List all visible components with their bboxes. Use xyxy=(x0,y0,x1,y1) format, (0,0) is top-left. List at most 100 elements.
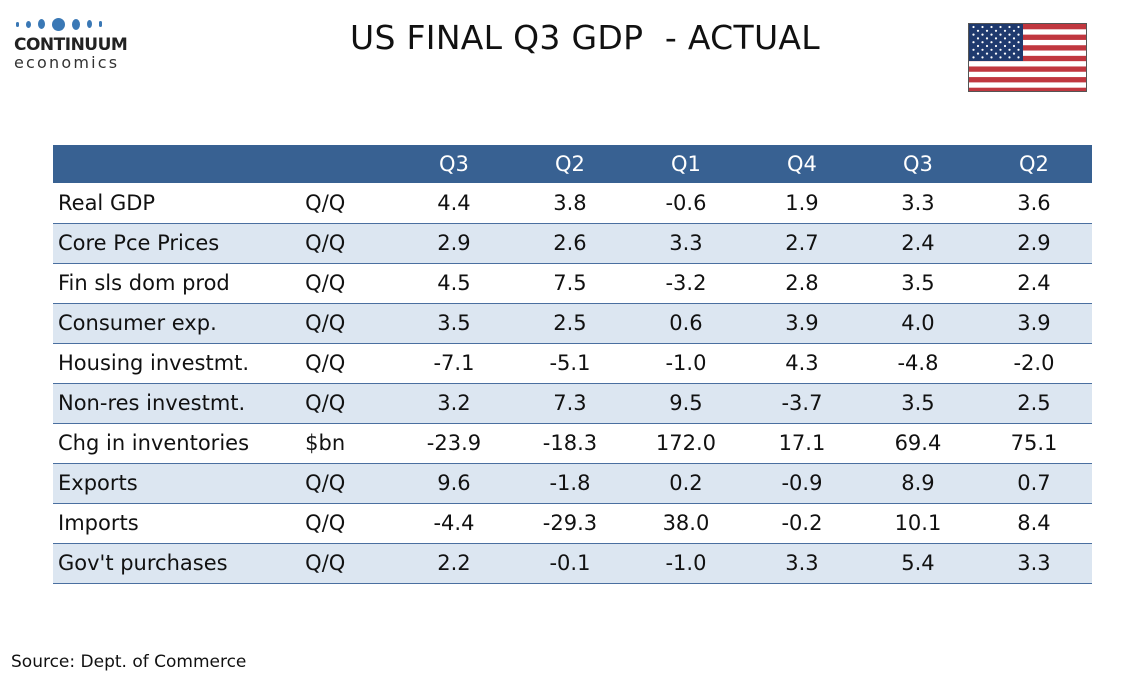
row-label: Housing investmt. xyxy=(58,351,250,375)
company-logo: CONTINUUM economics xyxy=(14,14,134,72)
cell-value: -23.9 xyxy=(426,431,482,455)
cell-value: 3.3 xyxy=(669,231,703,255)
column-header-q2-prev: Q2 xyxy=(1019,152,1049,176)
cell-value: 9.6 xyxy=(437,471,471,495)
cell-value: 2.6 xyxy=(553,231,587,255)
cell-value: -0.2 xyxy=(781,511,823,535)
cell-value: 2.4 xyxy=(901,231,935,255)
cell-value: -1.0 xyxy=(665,551,707,575)
cell-value: 3.9 xyxy=(785,311,819,335)
column-header-q4: Q4 xyxy=(787,152,817,176)
cell-value: 2.7 xyxy=(785,231,819,255)
page-title: US FINAL Q3 GDP - ACTUAL xyxy=(350,18,820,57)
cell-value: 3.9 xyxy=(1017,311,1051,335)
table-row: Imports Q/Q -4.4 -29.3 38.0 -0.2 10.1 8.4 xyxy=(53,503,1092,543)
column-header-q3: Q3 xyxy=(439,152,469,176)
cell-value: 3.6 xyxy=(1017,190,1051,215)
row-unit: Q/Q xyxy=(305,551,346,575)
cell-value: 69.4 xyxy=(894,431,942,455)
cell-value: 75.1 xyxy=(1010,431,1058,455)
cell-value: 17.1 xyxy=(778,431,826,455)
row-label: Consumer exp. xyxy=(58,311,217,335)
column-header-q3-prev: Q3 xyxy=(903,152,933,176)
cell-value: 5.4 xyxy=(901,551,935,575)
cell-value: 3.5 xyxy=(901,271,935,295)
table-row: Non-res investmt. Q/Q 3.2 7.3 9.5 -3.7 3.5 2.5 xyxy=(53,383,1092,423)
row-unit: $bn xyxy=(305,431,346,455)
logo-dots-icon xyxy=(16,14,134,34)
cell-value: 10.1 xyxy=(894,511,942,535)
row-unit: Q/Q xyxy=(305,190,346,215)
row-label: Real GDP xyxy=(58,190,156,215)
cell-value: 3.3 xyxy=(901,190,935,215)
cell-value: 2.8 xyxy=(785,271,819,295)
cell-value: 3.5 xyxy=(901,391,935,415)
cell-value: 3.8 xyxy=(553,190,587,215)
us-flag-icon xyxy=(968,23,1087,92)
logo-name: CONTINUUM xyxy=(14,35,128,55)
cell-value: 8.4 xyxy=(1017,511,1051,535)
cell-value: -29.3 xyxy=(542,511,598,535)
table-row: Chg in inventories $bn -23.9 -18.3 172.0 17.1… xyxy=(53,423,1092,463)
row-unit: Q/Q xyxy=(305,391,346,415)
cell-value: -0.1 xyxy=(549,551,591,575)
cell-value: 2.2 xyxy=(437,551,471,575)
row-label: Fin sls dom prod xyxy=(58,271,230,295)
cell-value: -3.7 xyxy=(781,391,823,415)
cell-value: 3.3 xyxy=(1017,551,1051,575)
row-label: Core Pce Prices xyxy=(58,231,220,255)
cell-value: -18.3 xyxy=(542,431,598,455)
gdp-table: Q3 Q2 Q1 Q4 Q3 Q2 Real GDP Q/Q 4.4 3.8 -0.6 1… xyxy=(53,145,1092,584)
cell-value: 7.5 xyxy=(553,271,587,295)
cell-value: -4.4 xyxy=(433,511,475,535)
cell-value: -2.0 xyxy=(1013,351,1055,375)
cell-value: -7.1 xyxy=(433,351,475,375)
row-label: Exports xyxy=(58,471,138,495)
cell-value: -4.8 xyxy=(897,351,939,375)
cell-value: -1.0 xyxy=(665,351,707,375)
logo-subname: economics xyxy=(14,53,120,72)
cell-value: 172.0 xyxy=(655,431,717,455)
table-row: Consumer exp. Q/Q 3.5 2.5 0.6 3.9 4.0 3.9 xyxy=(53,303,1092,343)
table-row: Housing investmt. Q/Q -7.1 -5.1 -1.0 4.3 -4.8 -… xyxy=(53,343,1092,383)
cell-value: 2.5 xyxy=(553,311,587,335)
cell-value: 1.9 xyxy=(785,190,819,215)
cell-value: 0.6 xyxy=(669,311,703,335)
table-row: Gov't purchases Q/Q 2.2 -0.1 -1.0 3.3 5.4 3.3 xyxy=(53,543,1092,583)
row-unit: Q/Q xyxy=(305,231,346,255)
column-header-q2: Q2 xyxy=(555,152,585,176)
cell-value: -3.2 xyxy=(665,271,707,295)
cell-value: 2.5 xyxy=(1017,391,1051,415)
cell-value: 7.3 xyxy=(553,391,587,415)
cell-value: 4.3 xyxy=(785,351,819,375)
cell-value: 4.0 xyxy=(901,311,935,335)
column-header-label xyxy=(53,145,305,183)
cell-value: 2.9 xyxy=(1017,231,1051,255)
row-unit: Q/Q xyxy=(305,471,346,495)
table-header-row: Q3 Q2 Q1 Q4 Q3 Q2 xyxy=(53,145,1092,183)
column-header-q1: Q1 xyxy=(671,152,701,176)
table-row: Core Pce Prices Q/Q 2.9 2.6 3.3 2.7 2.4 2.9 xyxy=(53,223,1092,263)
cell-value: 4.5 xyxy=(437,271,471,295)
table-row: Exports Q/Q 9.6 -1.8 0.2 -0.9 8.9 0.7 xyxy=(53,463,1092,503)
cell-value: 3.2 xyxy=(437,391,471,415)
cell-value: 3.5 xyxy=(437,311,471,335)
cell-value: 38.0 xyxy=(662,511,710,535)
cell-value: -5.1 xyxy=(549,351,591,375)
cell-value: 0.7 xyxy=(1017,471,1051,495)
row-unit: Q/Q xyxy=(305,271,346,295)
row-unit: Q/Q xyxy=(305,311,346,335)
row-unit: Q/Q xyxy=(305,511,346,535)
cell-value: 9.5 xyxy=(669,391,703,415)
row-label: Gov't purchases xyxy=(58,551,228,575)
cell-value: 4.4 xyxy=(437,190,471,215)
cell-value: 8.9 xyxy=(901,471,935,495)
cell-value: 2.4 xyxy=(1017,271,1051,295)
cell-value: 2.9 xyxy=(437,231,471,255)
cell-value: -0.6 xyxy=(665,190,707,215)
cell-value: -1.8 xyxy=(549,471,591,495)
row-label: Chg in inventories xyxy=(58,431,250,455)
cell-value: 3.3 xyxy=(785,551,819,575)
cell-value: 0.2 xyxy=(669,471,703,495)
row-label: Non-res investmt. xyxy=(58,391,246,415)
